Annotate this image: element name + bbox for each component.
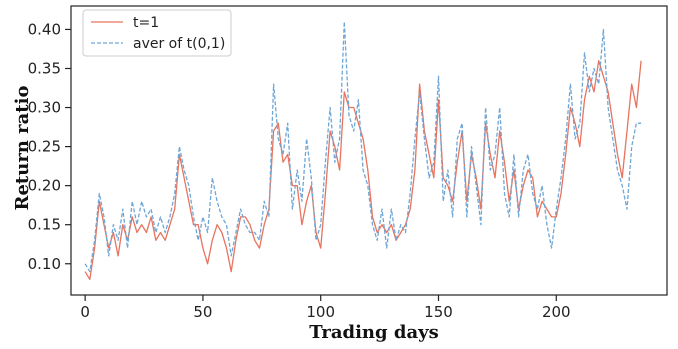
plot-frame [70, 5, 668, 296]
y-tick-label: 0.10 [28, 255, 61, 273]
y-axis: 0.10 0.15 0.20 0.25 0.30 0.35 0.40 [28, 20, 71, 273]
series-line-aver [84, 20, 642, 273]
y-tick-label: 0.35 [28, 59, 61, 77]
y-axis-title: Return ratio [12, 86, 33, 211]
legend: t=1 aver of t(0,1) [82, 9, 232, 57]
legend-label: aver of t(0,1) [133, 36, 225, 52]
series-layer [84, 20, 642, 281]
y-tick-label: 0.20 [28, 177, 61, 195]
plot-border [70, 5, 668, 296]
x-axis: 0 50 100 150 200 [80, 295, 571, 321]
y-tick-label: 0.25 [28, 138, 61, 156]
x-tick-label: 150 [424, 303, 453, 321]
x-axis-title: Trading days [309, 322, 438, 343]
x-tick-label: 200 [542, 303, 571, 321]
y-tick-label: 0.30 [28, 99, 61, 117]
x-tick-label: 50 [193, 303, 212, 321]
series-line-t1 [84, 60, 642, 281]
y-tick-label: 0.40 [28, 20, 61, 38]
y-tick-label: 0.15 [28, 216, 61, 234]
x-tick-label: 0 [80, 303, 90, 321]
legend-label: t=1 [133, 15, 159, 31]
x-tick-label: 100 [306, 303, 335, 321]
